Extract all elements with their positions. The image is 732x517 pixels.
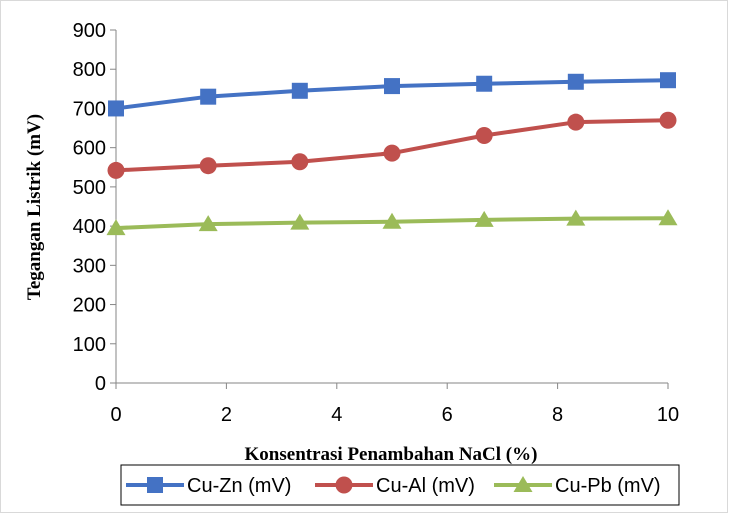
x-tick-label: 4 <box>331 404 342 426</box>
y-tick-label: 500 <box>73 177 106 199</box>
axes: 0 100 200 300 400 500 600 700 800 900 0 2 4 6 8 10 <box>73 20 680 426</box>
x-axis-title: Konsentrasi Penambahan NaCl (%) <box>245 444 538 465</box>
y-tick-label: 700 <box>73 98 106 120</box>
y-tick-label: 300 <box>73 255 106 277</box>
series-cu-zn-mv <box>108 72 676 117</box>
legend-label: Cu-Al (mV) <box>376 475 475 497</box>
data-point-cu-al-mv <box>383 144 401 162</box>
data-point-cu-zn-mv <box>291 82 308 99</box>
y-tick-label: 800 <box>73 59 106 81</box>
legend-box <box>120 464 680 506</box>
legend-label: Cu-Zn (mV) <box>187 475 291 497</box>
data-point-cu-al-mv <box>475 127 493 145</box>
x-tick-label: 0 <box>110 404 121 426</box>
data-point-cu-zn-mv <box>384 78 400 95</box>
data-point-cu-al-mv <box>567 113 585 131</box>
data-point-cu-pb-mv <box>382 212 402 229</box>
data-point-cu-al-mv <box>107 161 125 179</box>
data-point-cu-zn-mv <box>567 73 584 90</box>
data-point-cu-pb-mv <box>566 209 586 226</box>
legend-item-cu-pb-mv: Cu-Pb (mV) <box>494 475 661 497</box>
data-point-cu-zn-mv <box>200 88 217 105</box>
x-tick-label: 6 <box>442 404 453 426</box>
data-point-cu-zn-mv <box>108 100 124 117</box>
data-point-cu-pb-mv <box>290 213 310 230</box>
data-point-cu-pb-mv <box>198 215 218 232</box>
series-cu-al-mv <box>107 111 677 179</box>
data-point-cu-al-mv <box>659 111 677 129</box>
series-layer <box>106 72 678 236</box>
data-point-cu-zn-mv <box>660 72 676 89</box>
data-point-cu-al-mv <box>291 153 309 171</box>
legend-item-cu-zn-mv: Cu-Zn (mV) <box>126 475 291 497</box>
legend-item-cu-al-mv: Cu-Al (mV) <box>315 475 475 497</box>
y-axis-title: Tegangan Listrik (mV) <box>24 114 45 300</box>
y-tick-label: 600 <box>73 138 106 160</box>
series-cu-pb-mv <box>106 209 678 236</box>
y-tick-label: 400 <box>73 216 106 238</box>
x-tick-label: 10 <box>657 404 679 426</box>
legend-swatch-marker <box>513 476 533 492</box>
y-tick-label: 900 <box>73 20 106 42</box>
y-tick-label: 100 <box>73 334 106 356</box>
legend-swatch-marker <box>147 477 163 493</box>
data-point-cu-pb-mv <box>474 210 494 227</box>
data-point-cu-zn-mv <box>476 75 493 92</box>
y-tick-label: 0 <box>95 373 106 395</box>
legend-label: Cu-Pb (mV) <box>555 475 661 497</box>
data-point-cu-pb-mv <box>106 219 126 236</box>
x-tick-label: 2 <box>221 404 232 426</box>
legend: Cu-Zn (mV) Cu-Al (mV) Cu-Pb (mV) <box>120 464 680 506</box>
y-tick-label: 200 <box>73 295 106 317</box>
legend-swatch-marker <box>335 476 353 494</box>
data-point-cu-al-mv <box>199 157 217 175</box>
x-tick-label: 8 <box>552 404 563 426</box>
data-point-cu-pb-mv <box>658 209 678 226</box>
